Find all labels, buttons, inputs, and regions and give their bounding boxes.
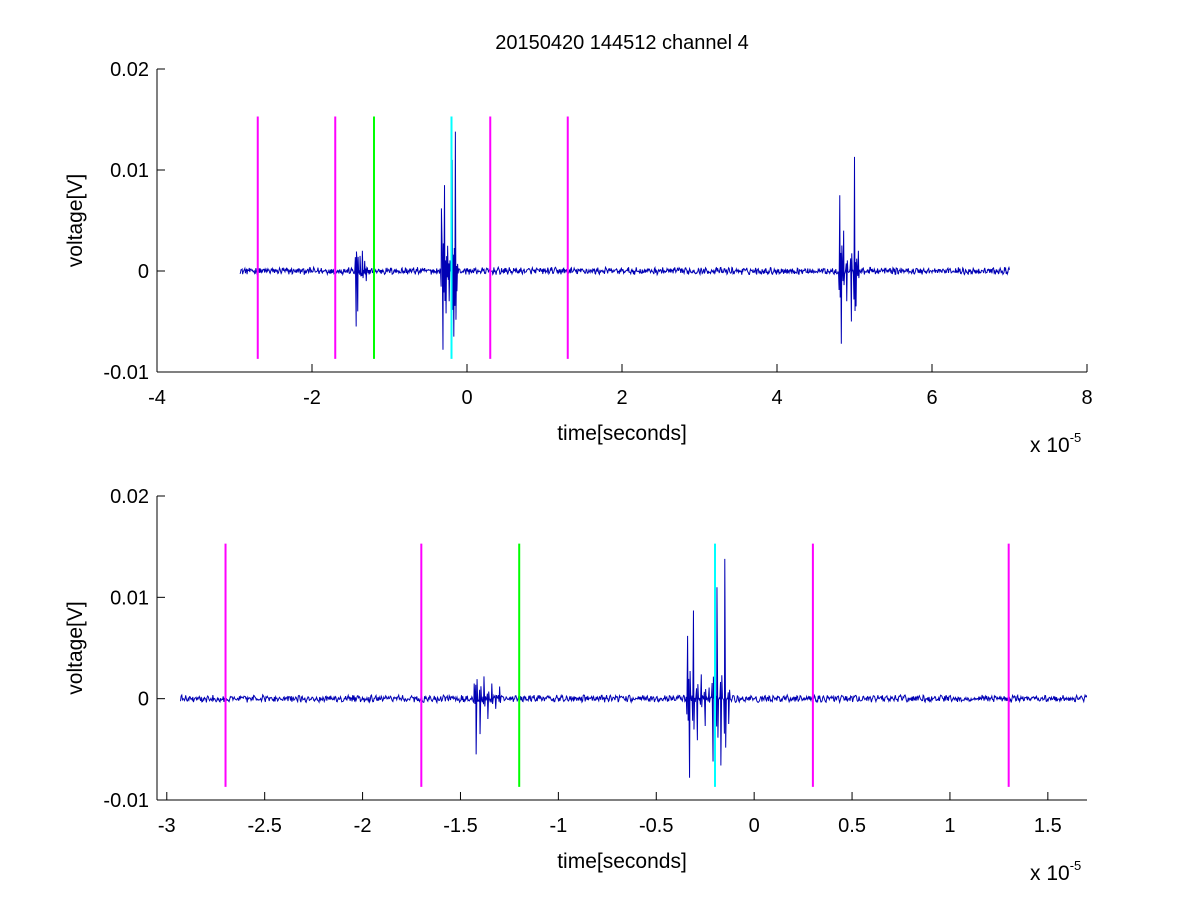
y-tick-label: -0.01 bbox=[103, 362, 149, 384]
x-multiplier-exponent: -5 bbox=[1070, 430, 1082, 445]
y-tick-label: 0.01 bbox=[110, 160, 149, 182]
y-axis-label: voltage[V] bbox=[64, 174, 87, 267]
x-tick-label: -4 bbox=[148, 387, 166, 409]
x-tick-label: 4 bbox=[771, 387, 782, 409]
y-tick-label: 0.01 bbox=[110, 587, 149, 609]
x-tick-label: -2.5 bbox=[247, 815, 281, 837]
x-tick-label: -2 bbox=[303, 387, 321, 409]
x-tick-label: 1 bbox=[944, 815, 955, 837]
signal-line bbox=[239, 131, 1010, 350]
x-tick-label: 0.5 bbox=[838, 815, 866, 837]
x-tick-label: -1.5 bbox=[443, 815, 477, 837]
y-tick-label: 0 bbox=[138, 261, 149, 283]
x-tick-label: 6 bbox=[926, 387, 937, 409]
y-tick-label: -0.01 bbox=[103, 790, 149, 812]
y-tick-label: 0.02 bbox=[110, 486, 149, 508]
x-tick-label: -3 bbox=[158, 815, 176, 837]
x-tick-label: 1.5 bbox=[1034, 815, 1062, 837]
y-axis-label: voltage[V] bbox=[64, 601, 87, 694]
chart-title: 20150420 144512 channel 4 bbox=[495, 32, 749, 54]
x-tick-label: 2 bbox=[616, 387, 627, 409]
x-tick-label: 0 bbox=[461, 387, 472, 409]
x-tick-label: -2 bbox=[354, 815, 372, 837]
x-tick-label: 0 bbox=[749, 815, 760, 837]
x-tick-label: -1 bbox=[549, 815, 567, 837]
y-tick-label: 0.02 bbox=[110, 59, 149, 81]
x-multiplier-exponent: -5 bbox=[1070, 858, 1082, 873]
y-tick-label: 0 bbox=[138, 689, 149, 711]
x-tick-label: 8 bbox=[1081, 387, 1092, 409]
x-axis-label: time[seconds] bbox=[557, 850, 687, 873]
top-subplot: 20150420 144512 channel 4 -0.01 0 0.01 0.02 -… bbox=[64, 32, 1093, 457]
bottom-subplot: -0.01 0 0.01 0.02 -3 -2.5 -2 -1.5 -1 -0.5 0 0.5 1 1.5… bbox=[64, 486, 1087, 885]
signal-line bbox=[179, 558, 1087, 778]
x-axis-label: time[seconds] bbox=[557, 422, 687, 445]
x-tick-label: -0.5 bbox=[639, 815, 673, 837]
